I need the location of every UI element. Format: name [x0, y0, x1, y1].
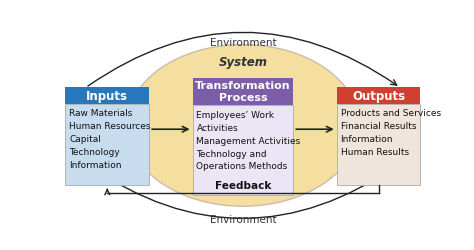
Text: Raw Materials
Human Resources
Capital
Technology
Information: Raw Materials Human Resources Capital Te…	[69, 109, 151, 169]
Text: Environment: Environment	[210, 214, 276, 224]
Text: Environment: Environment	[210, 38, 276, 48]
FancyBboxPatch shape	[192, 78, 293, 106]
FancyBboxPatch shape	[65, 88, 149, 104]
Text: Outputs: Outputs	[352, 90, 405, 102]
FancyBboxPatch shape	[192, 106, 293, 195]
Ellipse shape	[127, 45, 359, 206]
FancyBboxPatch shape	[337, 88, 420, 104]
FancyArrowPatch shape	[89, 165, 398, 218]
FancyBboxPatch shape	[65, 104, 149, 186]
Text: Feedback: Feedback	[215, 180, 271, 190]
Text: Employees’ Work
Activities
Management Activities
Technology and
Operations Metho: Employees’ Work Activities Management Ac…	[196, 110, 301, 171]
Text: Transformation
Process: Transformation Process	[195, 81, 291, 103]
FancyBboxPatch shape	[337, 104, 420, 186]
Text: Inputs: Inputs	[86, 90, 128, 102]
FancyArrowPatch shape	[88, 33, 397, 87]
Text: System: System	[219, 56, 267, 69]
Text: Products and Services
Financial Results
Information
Human Results: Products and Services Financial Results …	[341, 109, 441, 156]
